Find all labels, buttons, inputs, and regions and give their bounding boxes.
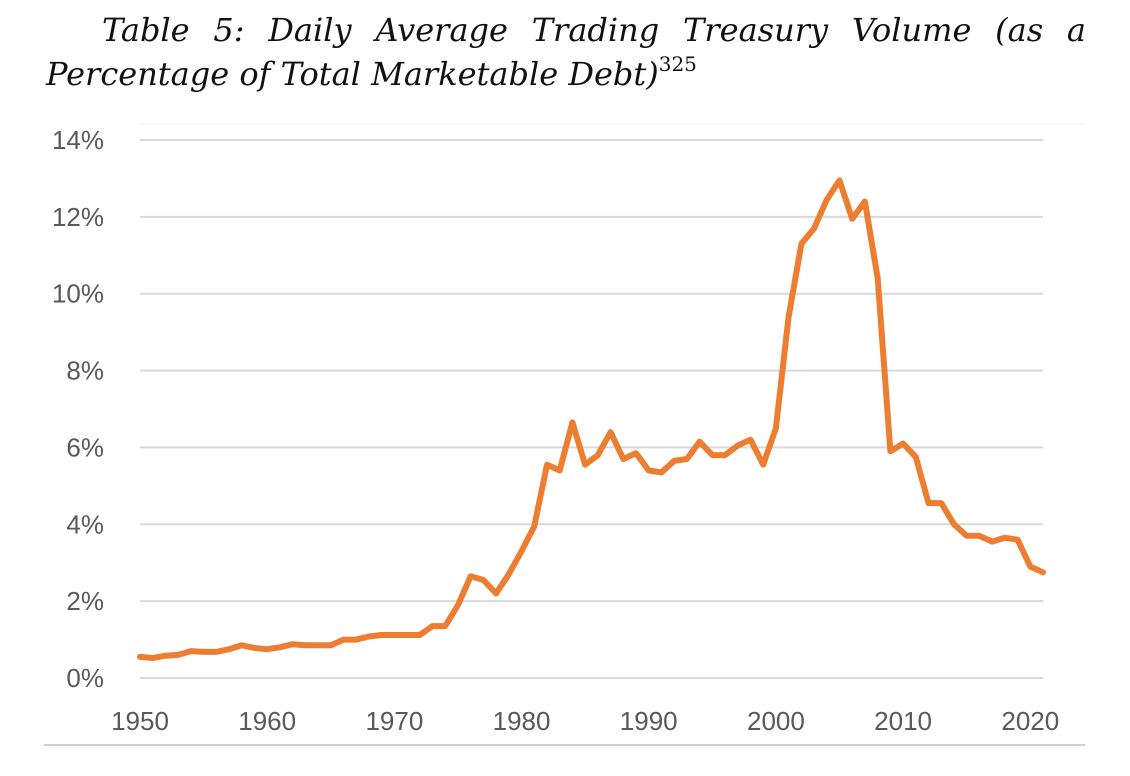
x-tick-label-0: 1950 [111, 706, 169, 736]
y-tick-label-4: 8% [66, 356, 104, 386]
y-tick-label-6: 12% [52, 202, 104, 232]
y-axis-ticks: 0% 2% 4% 6% 8% 10% 12% 14% [52, 125, 104, 693]
chart-title: Table 5: Daily Average Trading Treasury … [46, 8, 1086, 96]
x-tick-label-6: 2010 [874, 706, 932, 736]
y-tick-label-7: 14% [52, 125, 104, 155]
y-tick-label-5: 10% [52, 279, 104, 309]
series-group [137, 177, 1046, 661]
x-axis-ticks: 1950 1960 1970 1980 1990 2000 2010 2020 [111, 706, 1059, 736]
x-tick-label-4: 1990 [620, 706, 678, 736]
series-line-0 [137, 177, 1046, 661]
x-tick-label-5: 2000 [747, 706, 805, 736]
y-tick-label-2: 4% [66, 509, 104, 539]
x-tick-label-2: 1970 [365, 706, 423, 736]
chart-title-line-2: Percentage of Total Marketable Debt)325 [46, 52, 1086, 96]
x-tick-label-3: 1980 [493, 706, 551, 736]
y-tick-label-0: 0% [66, 663, 104, 693]
y-tick-label-3: 6% [66, 432, 104, 462]
y-tick-label-1: 2% [66, 586, 104, 616]
x-tick-label-7: 2020 [1001, 706, 1059, 736]
chart-title-line-1: Table 5: Daily Average Trading Treasury … [102, 11, 1086, 49]
x-tick-label-1: 1960 [238, 706, 296, 736]
grid-lines [140, 139, 1043, 679]
chart-title-line-2-text: Percentage of Total Marketable Debt) [46, 55, 659, 93]
footnote-marker: 325 [658, 52, 697, 76]
